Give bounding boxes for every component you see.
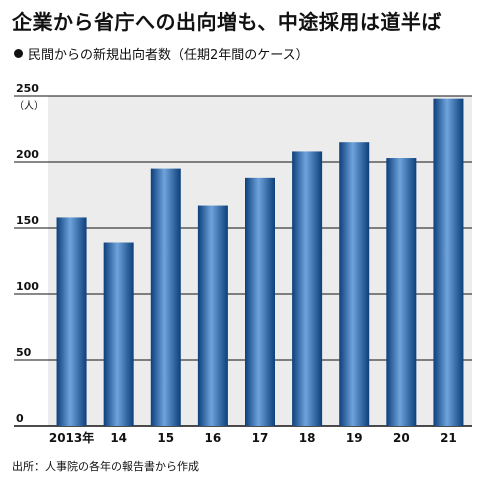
y-tick-label: 100: [16, 280, 39, 293]
chart-subtitle: 民間からの新規出向者数（任期2年間のケース）: [14, 44, 309, 63]
x-axis-ticks: 2013年 14 15 16 17 18 19 20 21: [49, 430, 457, 445]
x-tick-label: 20: [393, 431, 410, 445]
x-tick-label: 2013年: [49, 430, 94, 445]
chart-subtitle-text: 民間からの新規出向者数（任期2年間のケース）: [28, 48, 309, 63]
y-tick-label: 200: [16, 148, 39, 161]
y-axis-unit: （人）: [14, 100, 44, 112]
bar-2013年: [56, 217, 87, 426]
x-tick-label: 18: [299, 431, 316, 445]
x-tick-label: 14: [110, 431, 127, 445]
y-tick-label: 0: [16, 412, 24, 425]
bar-19: [339, 142, 370, 426]
bullet-icon: [14, 49, 23, 58]
y-axis-ticks: 0 50 100 150 200 250: [16, 82, 39, 425]
x-tick-label: 19: [346, 431, 363, 445]
bar-15: [150, 168, 181, 426]
bar-17: [245, 177, 275, 426]
bar-14: [103, 242, 134, 426]
bar-18: [292, 151, 323, 426]
bars: [56, 98, 464, 427]
x-tick-label: 15: [157, 431, 174, 445]
bar-20: [386, 158, 417, 427]
y-tick-label: 150: [16, 214, 39, 227]
y-tick-label: 50: [16, 346, 32, 359]
x-tick-label: 21: [440, 431, 457, 445]
source-note: 出所：人事院の各年の報告書から作成: [12, 460, 199, 473]
x-tick-label: 16: [205, 431, 222, 445]
y-tick-label: 250: [16, 82, 39, 95]
bar-16: [197, 205, 228, 426]
bar-21: [433, 98, 464, 426]
x-tick-label: 17: [252, 431, 269, 445]
chart-title: 企業から省庁への出向増も、中途採用は道半ば: [12, 10, 442, 34]
